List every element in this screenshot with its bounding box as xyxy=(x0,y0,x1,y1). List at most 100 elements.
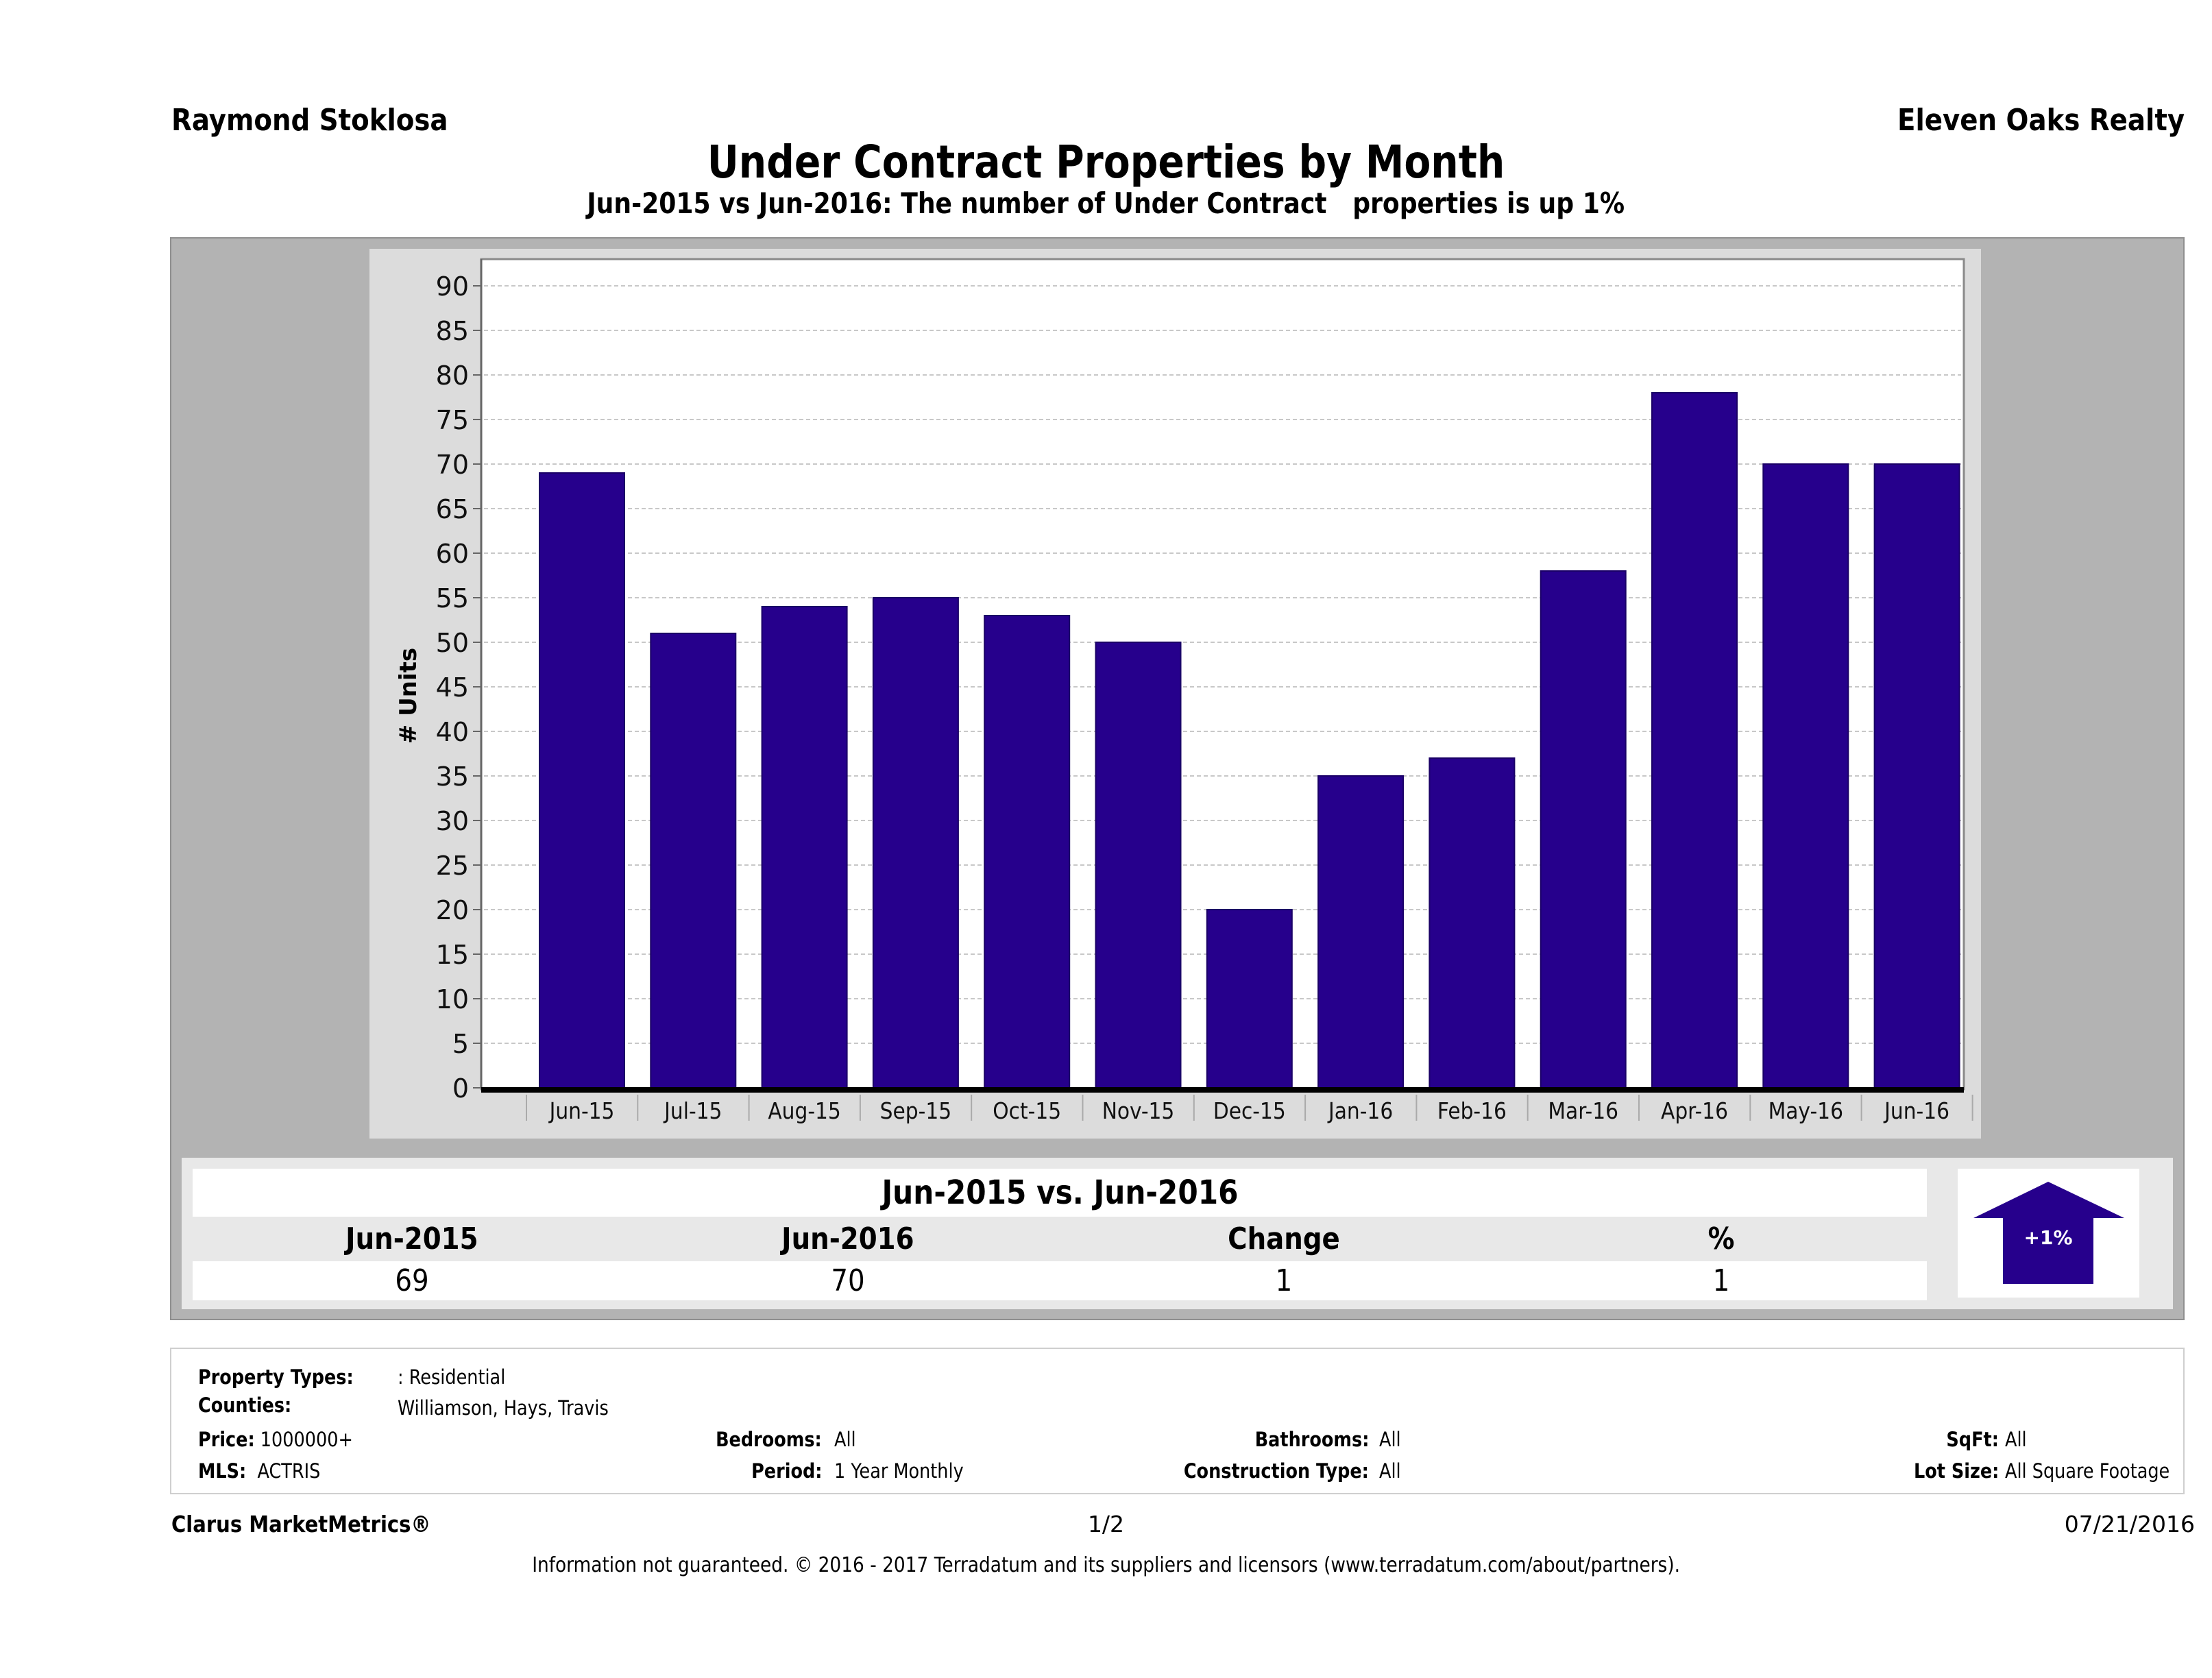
up-arrow-shape xyxy=(1973,1182,2124,1284)
header-cell: Change xyxy=(1065,1217,1503,1261)
filter-label: Property Types: xyxy=(198,1365,354,1389)
x-tick-label: May-16 xyxy=(1769,1099,1843,1125)
bar-aug-15 xyxy=(761,606,848,1089)
disclaimer-text: Information not guaranteed. © 2016 - 201… xyxy=(532,1553,1680,1577)
value-change: 1 xyxy=(1275,1263,1293,1298)
x-tick-label: Sep-15 xyxy=(880,1099,951,1125)
y-tick-label: 80 xyxy=(436,361,469,391)
comparison-title-text: Jun-2015 vs. Jun-2016 xyxy=(881,1174,1239,1212)
bar-mar-16 xyxy=(1540,570,1627,1089)
page-subtitle: Jun-2015 vs Jun-2016: The number of Unde… xyxy=(0,186,2212,220)
y-tick-label: 5 xyxy=(452,1029,469,1059)
filter-label: Price: xyxy=(198,1428,255,1451)
filter-period-value: 1 Year Monthly xyxy=(834,1459,964,1483)
x-tick-label: Feb-16 xyxy=(1437,1099,1507,1125)
comparison-title: Jun-2015 vs. Jun-2016 xyxy=(193,1169,1927,1217)
up-arrow-icon: +1% xyxy=(1973,1182,2124,1284)
y-tick-label: 30 xyxy=(436,806,469,836)
header-cell: % xyxy=(1502,1217,1941,1261)
y-tick-label: 15 xyxy=(436,940,469,970)
filter-lot-size-label: Lot Size: xyxy=(1914,1459,1999,1483)
filter-value: ACTRIS xyxy=(257,1459,321,1483)
y-axis-ticks: 0 5 10 15 20 25 30 35 40 45 50 55 60 65 70 75 80 85 90 xyxy=(436,259,483,1104)
filter-construction-label: Construction Type: xyxy=(1184,1459,1369,1483)
value-jun-2015: 69 xyxy=(395,1263,429,1298)
bar-dec-15 xyxy=(1206,909,1293,1089)
header-jun-2015: Jun-2015 xyxy=(345,1221,478,1256)
x-tick-label: Mar-16 xyxy=(1548,1099,1618,1125)
filter-label: Construction Type: xyxy=(1183,1459,1369,1483)
bar-may-16 xyxy=(1762,463,1849,1089)
page-title-text: Under Contract Properties by Month xyxy=(707,136,1505,189)
y-tick-label: 60 xyxy=(436,539,469,569)
filter-sqft-value: All xyxy=(2005,1428,2027,1451)
filter-period-label: Period: xyxy=(751,1459,822,1483)
filter-bedrooms-label: Bedrooms: xyxy=(716,1428,822,1451)
y-tick-label: 90 xyxy=(436,271,469,302)
filter-counties-value: Williamson, Hays, Travis xyxy=(398,1396,609,1420)
x-tick-label: Nov-15 xyxy=(1102,1099,1175,1125)
y-tick-label: 50 xyxy=(436,628,469,658)
x-tick-label: Jul-15 xyxy=(663,1099,722,1125)
brokerage-name: Eleven Oaks Realty xyxy=(1897,103,2185,138)
value-percent: 1 xyxy=(1712,1263,1730,1298)
comparison-header-row: Jun-2015 Jun-2016 Change % xyxy=(193,1217,1927,1261)
y-tick-label: 20 xyxy=(436,895,469,925)
bar-sep-15 xyxy=(872,597,959,1089)
filter-label: SqFt: xyxy=(1946,1428,1999,1451)
header-cell: Jun-2016 xyxy=(629,1217,1067,1261)
y-tick-label: 85 xyxy=(436,316,469,346)
filter-label: MLS: xyxy=(198,1459,247,1483)
filter-label: Counties: xyxy=(198,1394,292,1417)
y-tick-label: 75 xyxy=(436,405,469,435)
filter-label: Lot Size: xyxy=(1913,1459,1999,1483)
bar-jan-16 xyxy=(1317,775,1405,1089)
x-tick-label: Aug-15 xyxy=(768,1099,840,1125)
filter-property-types-value: : Residential xyxy=(398,1365,506,1389)
y-tick-label: 65 xyxy=(436,494,469,524)
filter-bedrooms-value: All xyxy=(834,1428,856,1451)
filter-bathrooms-label: Bathrooms: xyxy=(1254,1428,1369,1451)
y-tick-label: 10 xyxy=(436,984,469,1014)
bar-jun-15 xyxy=(539,472,625,1089)
bars xyxy=(539,392,1960,1089)
value-cell: 69 xyxy=(193,1261,631,1300)
y-axis-label: # Units xyxy=(395,648,422,744)
page-subtitle-text: Jun-2015 vs Jun-2016: The number of Unde… xyxy=(587,186,1625,220)
trend-label: +1% xyxy=(2024,1226,2073,1249)
y-tick-label: 35 xyxy=(436,762,469,792)
footer-brand: Clarus MarketMetrics® xyxy=(171,1511,431,1537)
y-tick-label: 45 xyxy=(436,672,469,703)
y-tick-label: 55 xyxy=(436,583,469,613)
comparison-data-row: 69 70 1 1 xyxy=(193,1261,1927,1300)
disclaimer: Information not guaranteed. © 2016 - 201… xyxy=(0,1553,2212,1577)
filter-value: 1000000+ xyxy=(260,1428,353,1451)
filter-label: Bedrooms: xyxy=(716,1428,822,1451)
filter-construction-value: All xyxy=(1379,1459,1401,1483)
bar-nov-15 xyxy=(1095,642,1182,1089)
agent-name: Raymond Stoklosa xyxy=(171,103,448,138)
y-tick-label: 0 xyxy=(452,1073,469,1104)
bar-feb-16 xyxy=(1429,757,1516,1089)
x-tick-label: Jun-16 xyxy=(1883,1099,1949,1125)
filter-criteria xyxy=(170,1348,2185,1494)
filter-bathrooms-value: All xyxy=(1379,1428,1401,1451)
bar-jun-16 xyxy=(1873,463,1960,1089)
value-cell: 1 xyxy=(1065,1261,1503,1300)
filter-price: Price: 1000000+ xyxy=(198,1428,353,1451)
filter-property-types: Property Types: xyxy=(198,1365,354,1389)
y-tick-label: 40 xyxy=(436,717,469,747)
trend-indicator: +1% xyxy=(1958,1169,2139,1298)
filter-lot-size-value: All Square Footage xyxy=(2005,1459,2170,1483)
bar-chart: 0 5 10 15 20 25 30 35 40 45 50 55 60 65 70 75 80 85 90 Jun… xyxy=(395,258,1973,1125)
filter-mls: MLS: ACTRIS xyxy=(198,1459,320,1483)
header-jun-2016: Jun-2016 xyxy=(781,1221,914,1256)
page-number: 1/2 xyxy=(1087,1511,1125,1537)
filter-label: Period: xyxy=(751,1459,822,1483)
header-change: Change xyxy=(1228,1221,1340,1256)
bar-apr-16 xyxy=(1651,392,1738,1089)
x-tick-label: Apr-16 xyxy=(1661,1099,1728,1125)
x-tick-label: Dec-15 xyxy=(1213,1099,1286,1125)
header-cell: Jun-2015 xyxy=(193,1217,631,1261)
page-title: Under Contract Properties by Month xyxy=(0,136,2212,189)
